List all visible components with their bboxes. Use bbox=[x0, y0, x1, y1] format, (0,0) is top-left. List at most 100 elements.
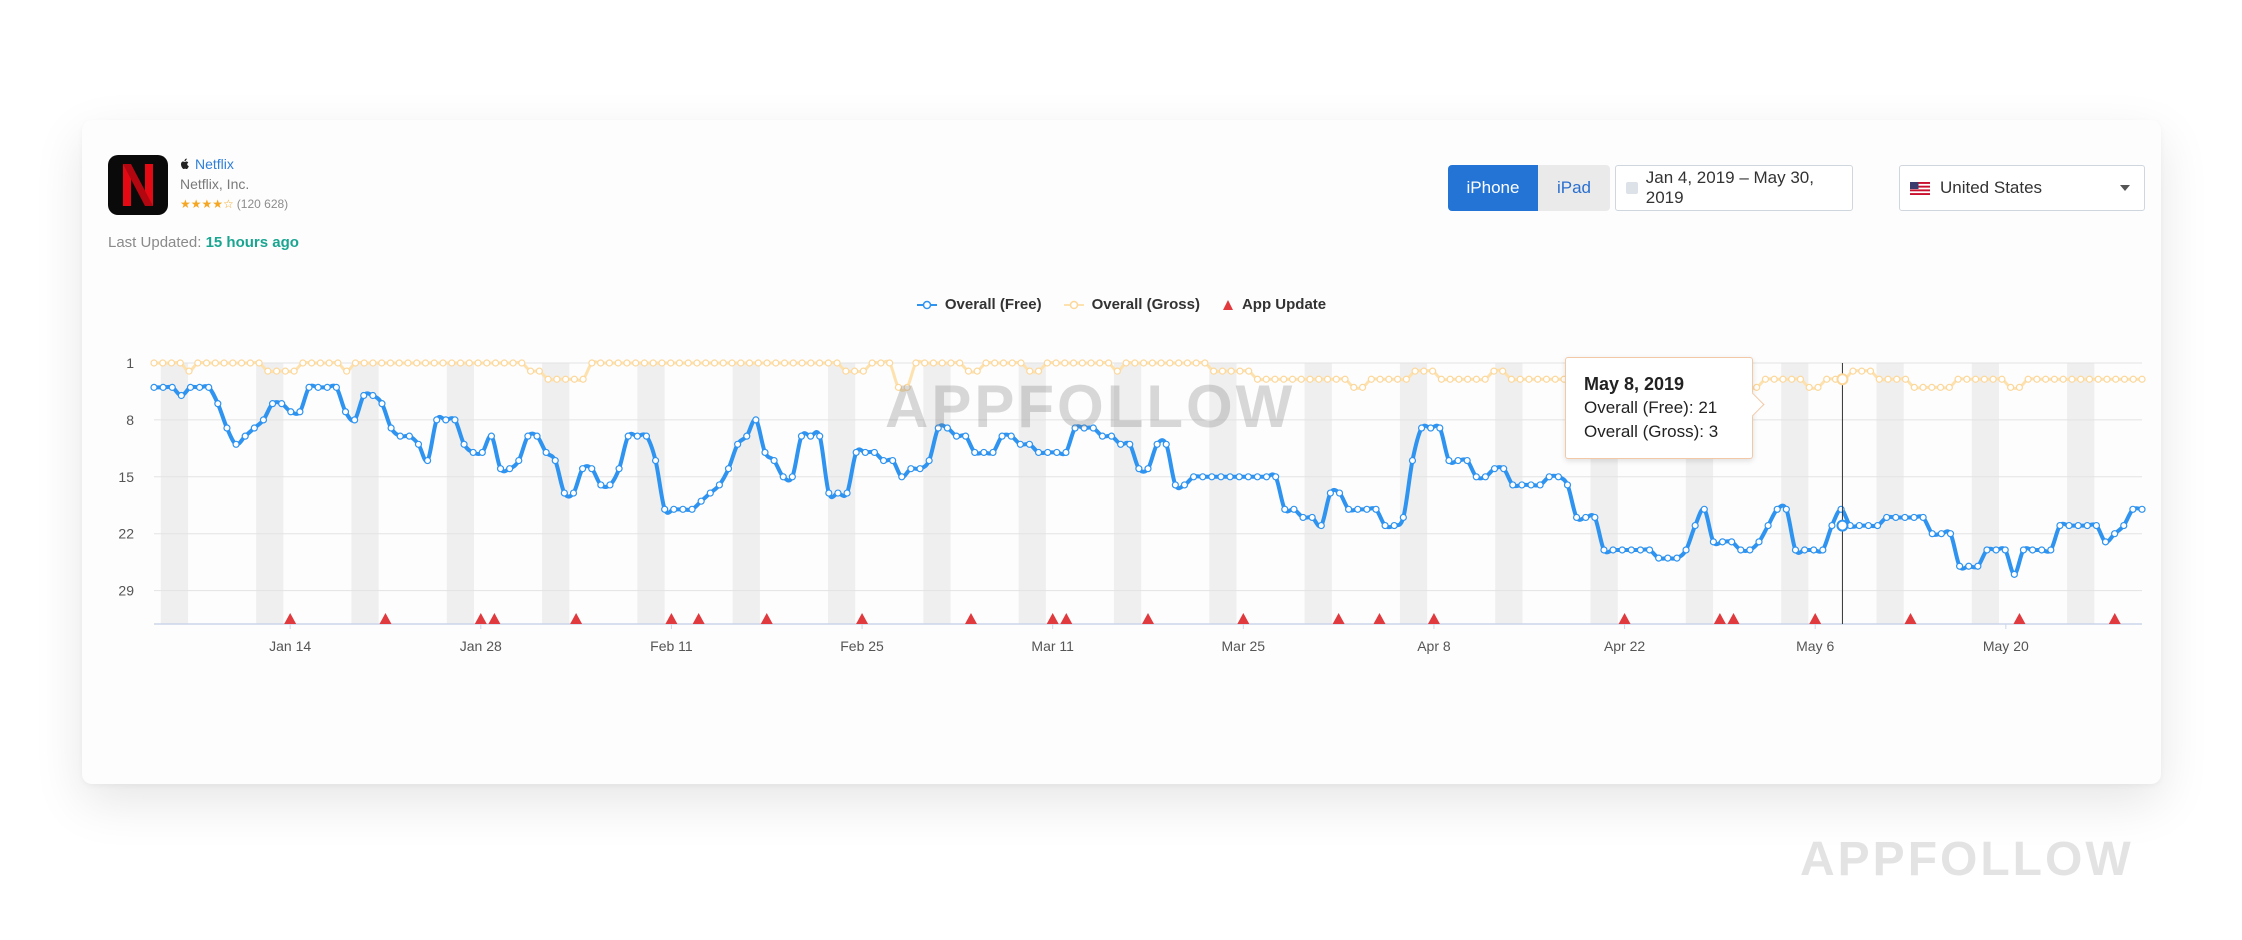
data-point-free bbox=[396, 432, 404, 440]
weekend-band bbox=[923, 363, 951, 624]
data-point-free bbox=[1974, 562, 1982, 570]
data-point-gross bbox=[1017, 359, 1025, 367]
data-point-free bbox=[1700, 505, 1708, 513]
data-point-free bbox=[2019, 546, 2028, 554]
data-point-gross bbox=[1402, 375, 1410, 383]
data-point-free bbox=[360, 391, 368, 400]
legend-item-free[interactable]: Overall (Free) bbox=[916, 296, 1042, 313]
data-point-gross bbox=[780, 359, 789, 367]
x-tick-label: Jan 28 bbox=[460, 638, 502, 654]
data-point-gross bbox=[973, 367, 981, 375]
country-select[interactable]: United States bbox=[1899, 165, 2145, 211]
data-point-free bbox=[1399, 513, 1407, 522]
data-point-gross bbox=[1245, 367, 1253, 375]
tooltip-free-row: Overall (Free): 21 bbox=[1584, 396, 1752, 420]
tooltip-gross-row: Overall (Gross): 3 bbox=[1584, 420, 1752, 444]
data-point-gross bbox=[2094, 375, 2102, 383]
data-point-free bbox=[916, 465, 924, 473]
data-point-gross bbox=[632, 359, 640, 367]
data-point-gross bbox=[1945, 383, 1953, 391]
data-point-free bbox=[1217, 473, 1225, 481]
data-point-free bbox=[1208, 473, 1216, 481]
data-point-gross bbox=[316, 359, 324, 367]
app-update-marker bbox=[1427, 613, 1440, 624]
data-point-gross bbox=[1753, 383, 1761, 391]
data-point-gross bbox=[1919, 383, 1927, 391]
app-update-marker bbox=[1237, 613, 1250, 624]
data-point-free bbox=[1244, 473, 1252, 481]
data-point-free bbox=[2129, 505, 2137, 513]
data-point-gross bbox=[1034, 367, 1043, 375]
data-point-free bbox=[1162, 440, 1170, 448]
data-point-free bbox=[195, 383, 204, 391]
data-point-free bbox=[980, 448, 988, 457]
data-point-gross bbox=[1183, 359, 1192, 367]
date-range-picker[interactable]: Jan 4, 2019 – May 30, 2019 bbox=[1615, 165, 1853, 211]
data-point-free bbox=[1591, 513, 1599, 522]
data-point-gross bbox=[1262, 375, 1270, 383]
y-tick-label: 8 bbox=[126, 412, 134, 428]
data-point-free bbox=[1427, 424, 1435, 432]
data-point-gross bbox=[1052, 359, 1060, 367]
data-point-free bbox=[1819, 546, 1827, 554]
data-point-gross bbox=[1253, 375, 1262, 383]
apple-icon bbox=[181, 158, 189, 169]
data-point-gross bbox=[1393, 375, 1402, 383]
us-flag-icon bbox=[1910, 181, 1930, 195]
data-point-gross bbox=[2085, 375, 2094, 383]
data-point-gross bbox=[360, 359, 368, 367]
data-point-gross bbox=[404, 359, 412, 367]
app-update-marker bbox=[1142, 613, 1154, 624]
data-point-gross bbox=[1472, 375, 1481, 383]
data-point-gross bbox=[413, 359, 421, 367]
app-name-link[interactable]: Netflix bbox=[195, 156, 234, 172]
app-update-marker bbox=[1046, 613, 1059, 624]
app-update-marker bbox=[964, 613, 977, 624]
data-point-free bbox=[697, 497, 705, 505]
data-point-free bbox=[651, 456, 660, 465]
ipad-button[interactable]: iPad bbox=[1538, 165, 1610, 211]
data-point-free bbox=[496, 465, 505, 473]
rank-chart[interactable]: 1 8 15 22 29 Jan 14 Jan 28 Feb 11 Feb 25 Mar 11 Ma… bbox=[82, 330, 2161, 770]
data-point-gross bbox=[1367, 375, 1375, 383]
data-point-free bbox=[341, 408, 350, 416]
data-point-gross bbox=[1534, 375, 1542, 383]
data-point-gross bbox=[1963, 375, 1971, 383]
data-point-free bbox=[214, 400, 222, 408]
chevron-down-icon bbox=[2120, 185, 2130, 191]
data-point-free bbox=[405, 432, 413, 440]
x-tick-label: Jan 14 bbox=[269, 638, 311, 654]
data-point-gross bbox=[1350, 383, 1358, 391]
app-update-marker bbox=[2013, 613, 2026, 624]
chart-watermark: APPFOLLOW bbox=[885, 373, 1296, 440]
data-point-gross bbox=[220, 359, 228, 367]
data-point-free bbox=[734, 440, 742, 448]
data-point-free bbox=[962, 432, 970, 440]
data-point-gross bbox=[1499, 367, 1507, 375]
data-point-free bbox=[1937, 530, 1945, 538]
app-update-marker bbox=[1809, 613, 1822, 624]
data-point-free bbox=[1436, 424, 1444, 432]
star-rating-icon: ★★★★☆ bbox=[180, 197, 234, 211]
data-point-free bbox=[351, 416, 359, 424]
data-point-gross bbox=[430, 359, 438, 367]
legend-item-gross[interactable]: Overall (Gross) bbox=[1063, 296, 1200, 313]
data-point-free bbox=[186, 383, 195, 391]
data-point-free bbox=[1053, 448, 1061, 457]
data-point-gross bbox=[1026, 367, 1034, 375]
iphone-button[interactable]: iPhone bbox=[1448, 165, 1538, 211]
data-point-free bbox=[1636, 546, 1645, 554]
data-point-free bbox=[1272, 473, 1280, 481]
data-point-gross bbox=[947, 359, 955, 367]
data-point-gross bbox=[824, 359, 832, 367]
data-point-gross bbox=[1087, 359, 1095, 367]
data-point-gross bbox=[395, 359, 403, 367]
data-point-gross bbox=[159, 359, 167, 367]
data-point-gross bbox=[1297, 375, 1305, 383]
data-point-free bbox=[205, 383, 213, 391]
data-point-gross bbox=[474, 359, 482, 367]
data-point-free bbox=[788, 473, 796, 481]
legend-item-update[interactable]: App Update bbox=[1222, 296, 1326, 313]
data-point-free bbox=[278, 400, 286, 408]
app-icon[interactable] bbox=[108, 155, 168, 215]
